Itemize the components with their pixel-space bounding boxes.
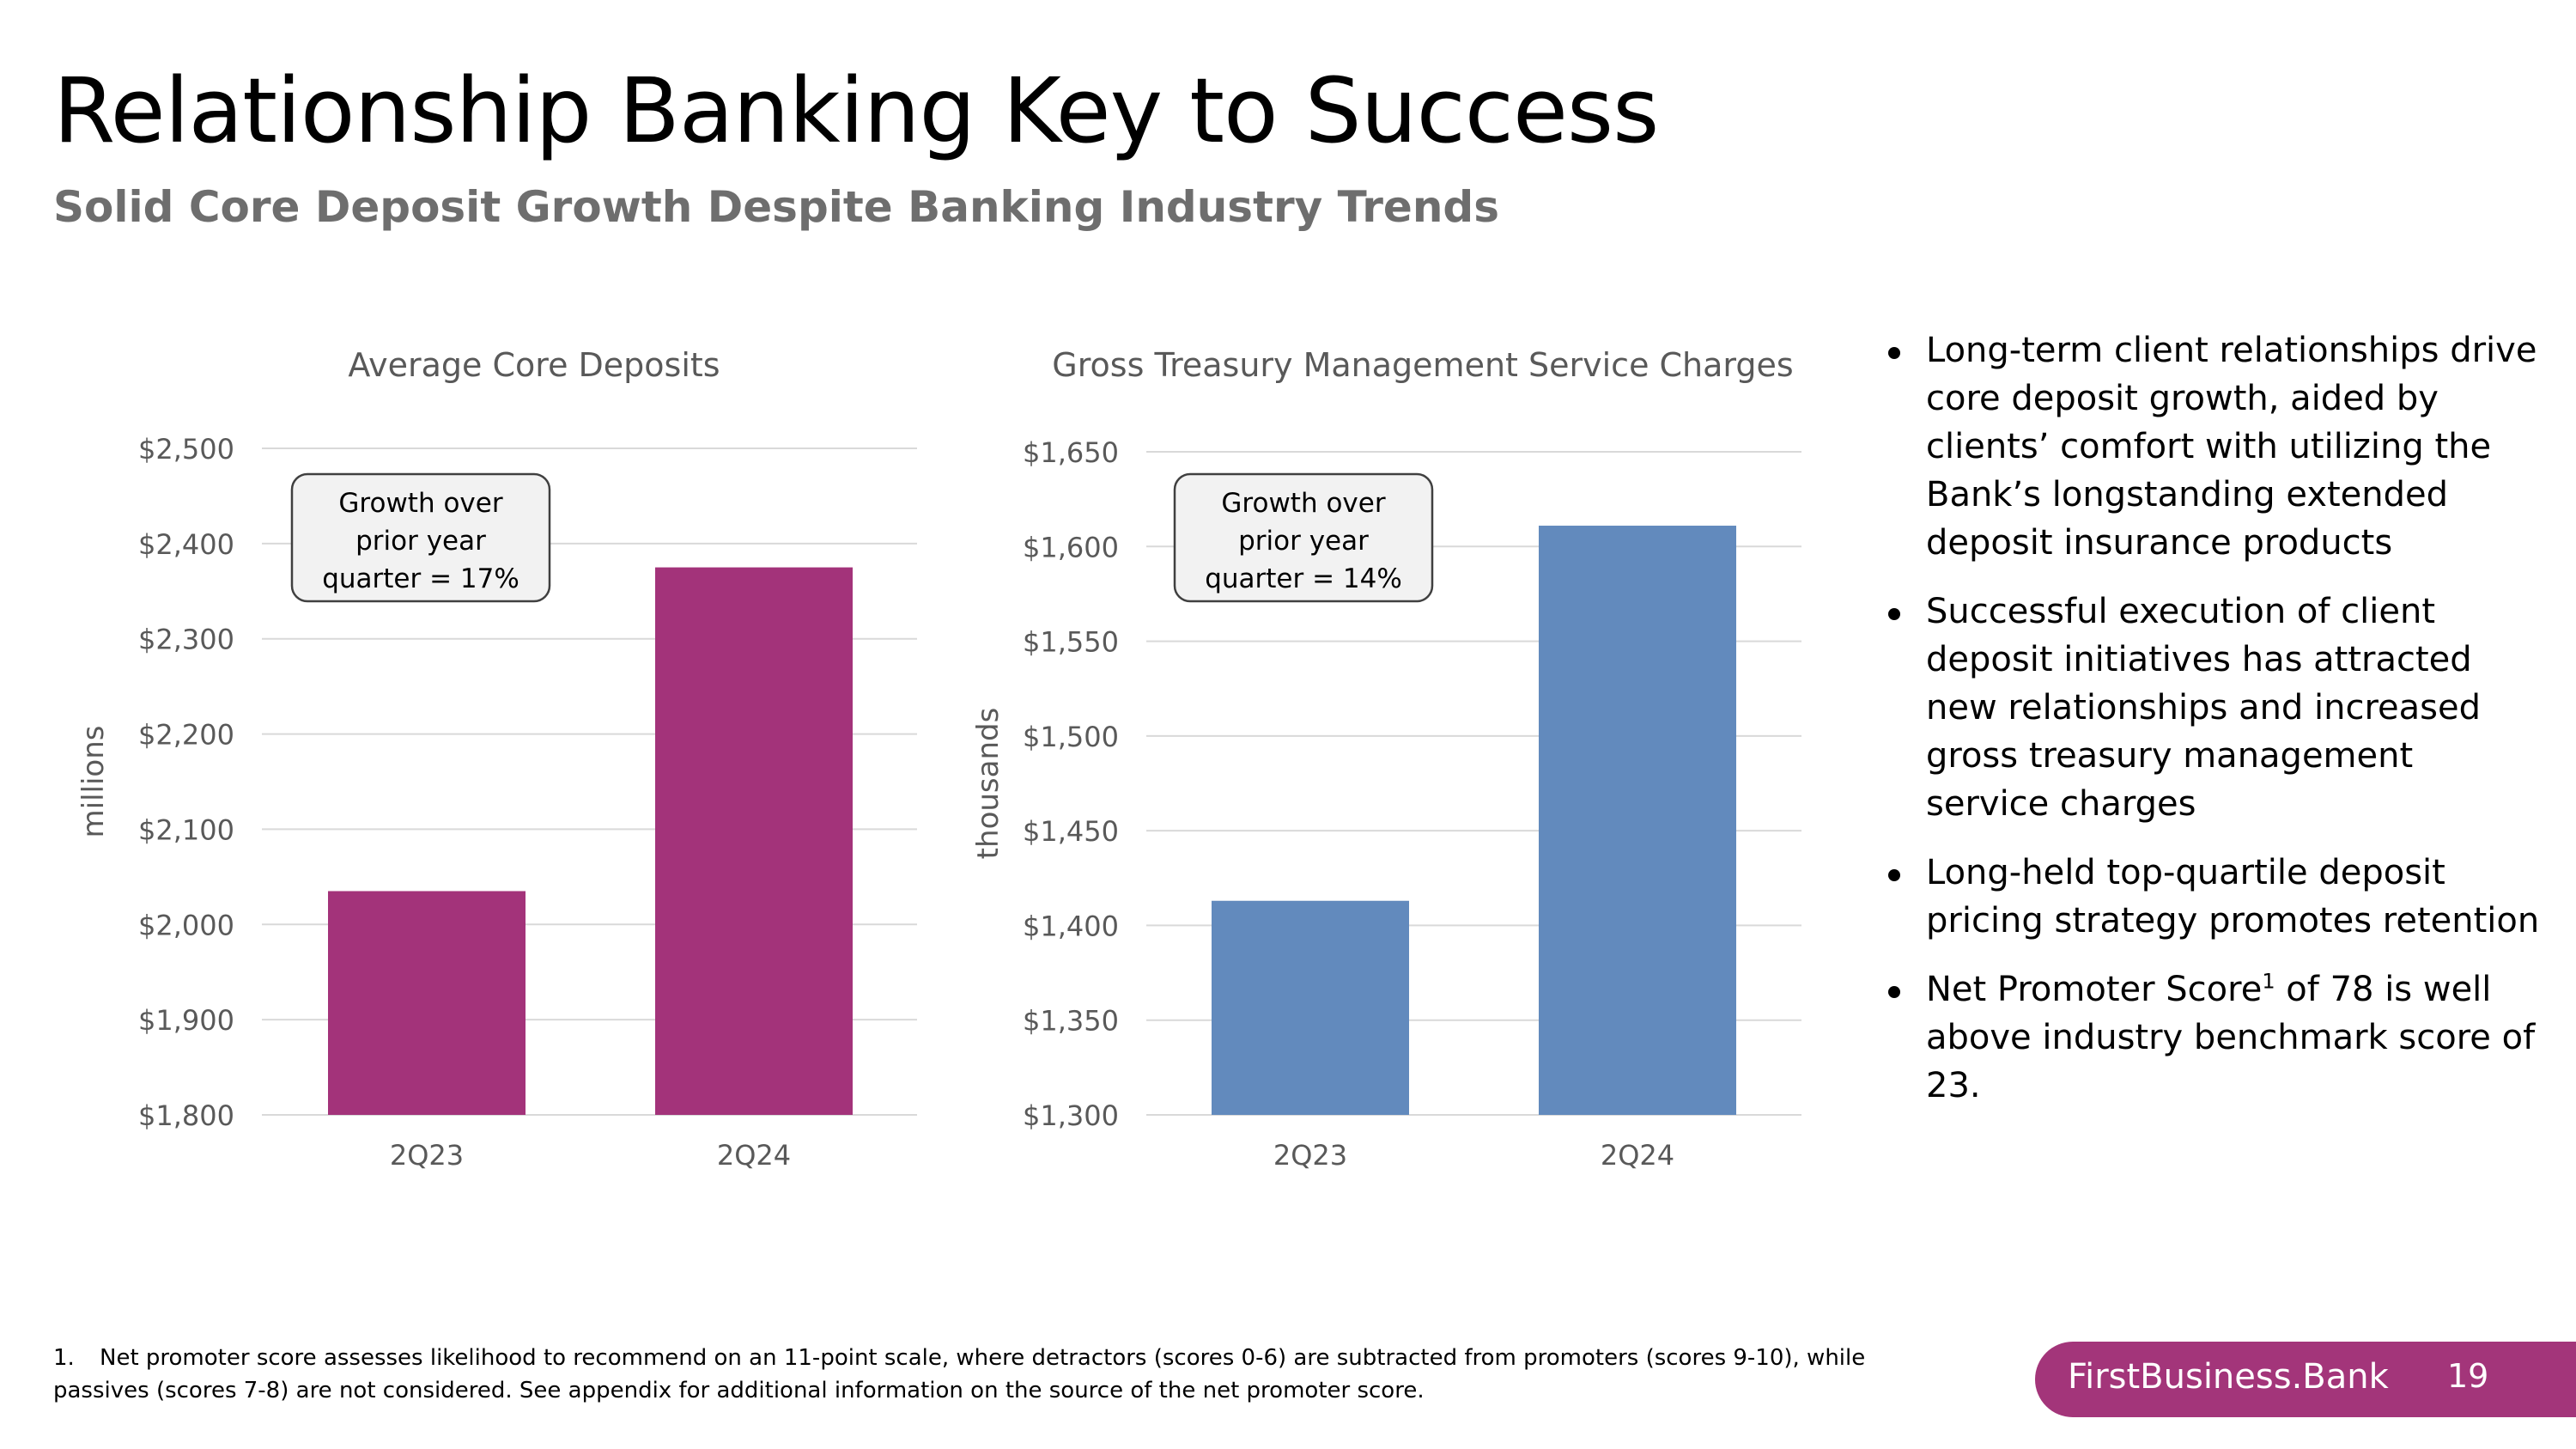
bullet-item: Net Promoter Score1 of 78 is well above …: [1885, 965, 2546, 1110]
x-tick-label: 2Q24: [717, 1139, 791, 1172]
y-tick-label: $1,800: [138, 1099, 234, 1132]
y-tick-label: $1,300: [1023, 1099, 1119, 1132]
y-tick-label: $2,200: [138, 719, 234, 752]
footnote: 1. Net promoter score assesses likelihood…: [53, 1342, 1942, 1407]
x-tick-label: 2Q23: [1273, 1139, 1347, 1172]
bullet-item: Successful execution of client deposit i…: [1885, 588, 2546, 828]
callout-box: [1173, 472, 1434, 603]
bullet-text-start: Net Promoter Score: [1926, 970, 2263, 1009]
callout-text: Growth over: [1221, 488, 1385, 519]
bullet-text: Long-held top-quartile deposit pricing s…: [1926, 853, 2540, 941]
bullet-list: Long-term client relationships drive cor…: [1885, 326, 2546, 1130]
callout-text: quarter = 14%: [1205, 563, 1402, 594]
y-tick-label: $1,550: [1023, 626, 1119, 659]
bar-2q24: [655, 567, 853, 1115]
y-tick-label: $2,500: [138, 433, 234, 466]
y-tick-label: $2,300: [138, 624, 234, 656]
x-tick-label: 2Q23: [390, 1139, 464, 1172]
y-axis-label: thousands: [971, 708, 1005, 860]
y-tick-label: $2,400: [138, 528, 234, 561]
y-tick-label: $2,100: [138, 813, 234, 846]
callout-text: quarter = 17%: [322, 563, 519, 594]
bullet-item: Long-held top-quartile deposit pricing s…: [1885, 849, 2546, 945]
callout-box: [290, 472, 551, 603]
callout-text: prior year: [355, 526, 486, 557]
bullet-item: Long-term client relationships drive cor…: [1885, 326, 2546, 567]
chart-title: Average Core Deposits: [348, 346, 720, 384]
bar-2q23: [1212, 900, 1409, 1115]
y-tick-label: $1,400: [1023, 910, 1119, 942]
y-tick-label: $2,000: [138, 909, 234, 941]
footnote-number: 1.: [53, 1345, 75, 1371]
y-tick-label: $1,600: [1023, 531, 1119, 563]
bar-2q24: [1539, 526, 1736, 1115]
bullet-text: Successful execution of client deposit i…: [1926, 592, 2482, 824]
callout-text: Growth over: [338, 488, 502, 519]
footnote-marker: 1: [2262, 969, 2275, 994]
bullet-icon: [1888, 347, 1900, 359]
y-tick-label: $1,650: [1023, 436, 1119, 469]
brand-footer-bar: FirstBusiness.Bank 19: [2035, 1342, 2576, 1417]
y-tick-label: $1,350: [1023, 1005, 1119, 1038]
footnote-text: Net promoter score assesses likelihood t…: [53, 1345, 1866, 1403]
page-number: 19: [2447, 1357, 2489, 1395]
x-tick-label: 2Q24: [1601, 1139, 1674, 1172]
chart-title: Gross Treasury Management Service Charge…: [1052, 346, 1793, 384]
callout-text: prior year: [1238, 526, 1369, 557]
treasury-service-charges-svg: Gross Treasury Management Service Charge…: [971, 346, 1801, 1172]
brand-logo-text: FirstBusiness.Bank: [2068, 1357, 2389, 1397]
y-tick-label: $1,500: [1023, 721, 1119, 753]
bullet-text: Long-term client relationships drive cor…: [1926, 331, 2537, 563]
bullet-icon: [1888, 869, 1900, 881]
slide-subtitle: Solid Core Deposit Growth Despite Bankin…: [53, 182, 1499, 232]
slide-title: Relationship Banking Key to Success: [53, 58, 1659, 163]
y-tick-label: $1,900: [138, 1004, 234, 1037]
bullet-text-end: of 78 is well above industry benchmark s…: [1926, 970, 2536, 1105]
chart-average-core-deposits: Average Core Deposits $1,800 $1,900 $2,000 $…: [0, 326, 945, 1185]
y-axis-label: millions: [76, 726, 111, 838]
y-tick-label: $1,450: [1023, 815, 1119, 848]
chart-treasury-service-charges: Gross Treasury Management Service Charge…: [945, 326, 1846, 1185]
bullet-icon: [1888, 986, 1900, 998]
bullet-icon: [1888, 608, 1900, 620]
bar-2q23: [328, 891, 526, 1115]
average-core-deposits-svg: Average Core Deposits $1,800 $1,900 $2,000 $…: [76, 346, 917, 1172]
